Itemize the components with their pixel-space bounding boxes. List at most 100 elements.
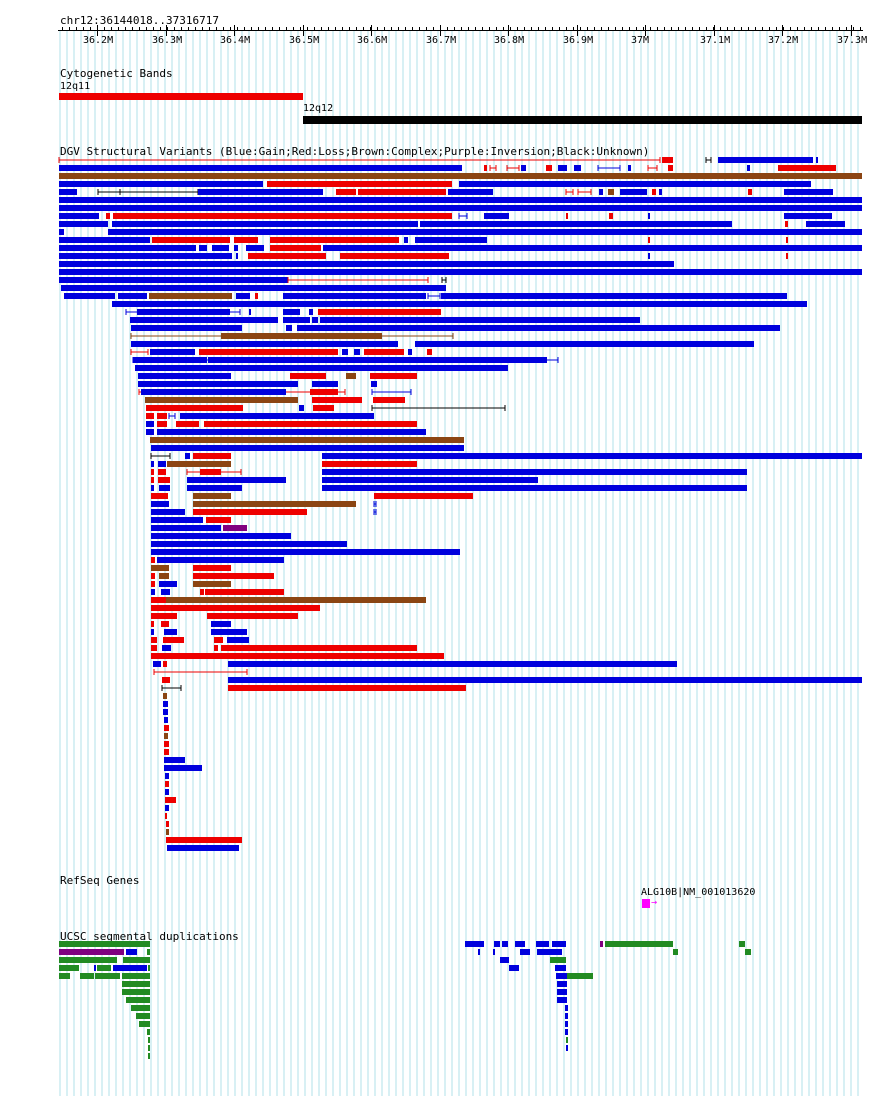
dgv-loss-variant[interactable] (374, 493, 473, 499)
dgv-gain-variant[interactable] (158, 461, 166, 467)
dgv-gain-variant[interactable] (118, 293, 147, 299)
dgv-gain-variant[interactable] (415, 237, 487, 243)
dgv-loss-variant[interactable] (151, 645, 157, 651)
dgv-loss-variant[interactable] (666, 157, 673, 163)
dgv-loss-variant[interactable] (162, 677, 170, 683)
dgv-gain-variant[interactable] (138, 381, 298, 387)
dgv-loss-variant[interactable] (151, 557, 155, 563)
dgv-gain-variant[interactable] (448, 189, 493, 195)
dgv-complex-variant[interactable] (166, 829, 169, 835)
dgv-gain-variant[interactable] (162, 645, 171, 651)
dgv-complex-variant[interactable] (164, 733, 168, 739)
dgv-gain-variant[interactable] (816, 157, 818, 163)
dgv-loss-variant[interactable] (577, 189, 592, 195)
dgv-loss-variant[interactable] (313, 405, 334, 411)
dgv-gain-variant[interactable] (151, 525, 221, 531)
dgv-gain-variant[interactable] (151, 589, 155, 595)
segdup-feature[interactable] (555, 965, 566, 971)
dgv-gain-variant[interactable] (415, 341, 754, 347)
segdup-feature[interactable] (550, 957, 566, 963)
dgv-gain-variant[interactable] (249, 309, 251, 315)
dgv-loss-variant[interactable] (489, 165, 497, 171)
dgv-loss-variant[interactable] (152, 237, 230, 243)
dgv-loss-variant[interactable] (786, 237, 788, 243)
dgv-loss-variant[interactable] (214, 645, 218, 651)
dgv-gain-variant[interactable] (784, 189, 833, 195)
segdup-feature[interactable] (126, 997, 150, 1003)
dgv-complex-variant[interactable] (193, 493, 231, 499)
segdup-feature[interactable] (148, 1045, 150, 1051)
dgv-gain-variant[interactable] (628, 165, 631, 171)
dgv-gain-variant[interactable] (151, 517, 203, 523)
dgv-loss-variant[interactable] (427, 349, 432, 355)
segdup-feature[interactable] (59, 973, 70, 979)
dgv-unknown-variant[interactable] (705, 157, 712, 163)
dgv-gain-variant[interactable] (648, 213, 650, 219)
dgv-gain-variant[interactable] (167, 845, 239, 851)
dgv-gain-variant[interactable] (441, 293, 787, 299)
segdup-feature[interactable] (502, 941, 508, 947)
dgv-gain-variant[interactable] (597, 165, 621, 171)
segdup-feature[interactable] (552, 941, 566, 947)
dgv-gain-variant[interactable] (151, 485, 154, 491)
dgv-unknown-variant[interactable] (441, 277, 447, 283)
cyto-band-12q12[interactable] (303, 116, 862, 124)
dgv-gain-variant[interactable] (138, 373, 231, 379)
segdup-feature[interactable] (122, 973, 150, 979)
dgv-gain-variant[interactable] (157, 557, 284, 563)
dgv-complex-variant[interactable] (193, 581, 231, 587)
dgv-gain-variant[interactable] (146, 429, 154, 435)
dgv-gain-variant[interactable] (659, 189, 662, 195)
segdup-feature[interactable] (536, 941, 549, 947)
segdup-feature[interactable] (565, 1013, 568, 1019)
dgv-gain-variant[interactable] (198, 189, 323, 195)
dgv-gain-variant[interactable] (59, 245, 196, 251)
segdup-feature[interactable] (478, 949, 480, 955)
dgv-loss-variant[interactable] (228, 685, 466, 691)
dgv-gain-variant[interactable] (322, 453, 862, 459)
dgv-loss-variant[interactable] (151, 637, 157, 643)
dgv-gain-variant[interactable] (151, 549, 460, 555)
dgv-gain-variant[interactable] (234, 245, 238, 251)
dgv-gain-variant[interactable] (322, 469, 747, 475)
dgv-loss-variant[interactable] (199, 349, 338, 355)
segdup-feature[interactable] (147, 1029, 150, 1035)
dgv-gain-variant[interactable] (151, 629, 154, 635)
segdup-feature[interactable] (59, 949, 124, 955)
dgv-loss-variant[interactable] (204, 421, 417, 427)
dgv-loss-variant[interactable] (176, 421, 199, 427)
dgv-loss-variant[interactable] (373, 397, 405, 403)
segdup-feature[interactable] (673, 949, 678, 955)
dgv-loss-variant[interactable] (234, 237, 258, 243)
dgv-loss-variant[interactable] (248, 253, 326, 259)
dgv-loss-variant[interactable] (157, 413, 167, 419)
dgv-complex-variant[interactable] (149, 293, 232, 299)
dgv-gain-variant[interactable] (246, 245, 264, 251)
dgv-gain-variant[interactable] (59, 165, 462, 171)
dgv-loss-variant[interactable] (662, 157, 666, 163)
dgv-gain-variant[interactable] (165, 773, 169, 779)
dgv-loss-variant[interactable] (130, 349, 149, 355)
dgv-loss-variant[interactable] (164, 741, 169, 747)
dgv-unknown-variant[interactable] (371, 405, 506, 411)
segdup-feature[interactable] (123, 957, 150, 963)
dgv-gain-variant[interactable] (59, 229, 64, 235)
dgv-gain-variant[interactable] (322, 477, 538, 483)
dgv-loss-variant[interactable] (146, 413, 154, 419)
dgv-loss-variant[interactable] (166, 821, 169, 827)
cyto-band-12q11[interactable] (59, 93, 303, 100)
dgv-loss-variant[interactable] (609, 213, 613, 219)
dgv-gain-variant[interactable] (811, 197, 862, 203)
dgv-loss-variant[interactable] (164, 725, 169, 731)
segdup-feature[interactable] (520, 949, 530, 955)
dgv-gain-variant[interactable] (211, 621, 231, 627)
dgv-loss-variant[interactable] (214, 637, 223, 643)
dgv-loss-variant[interactable] (158, 477, 170, 483)
dgv-gain-variant[interactable] (309, 309, 313, 315)
dgv-gain-variant[interactable] (151, 533, 291, 539)
segdup-feature[interactable] (139, 1021, 150, 1027)
dgv-loss-variant[interactable] (566, 213, 568, 219)
segdup-feature[interactable] (557, 981, 567, 987)
dgv-loss-variant[interactable] (165, 813, 167, 819)
segdup-feature[interactable] (565, 1005, 568, 1011)
